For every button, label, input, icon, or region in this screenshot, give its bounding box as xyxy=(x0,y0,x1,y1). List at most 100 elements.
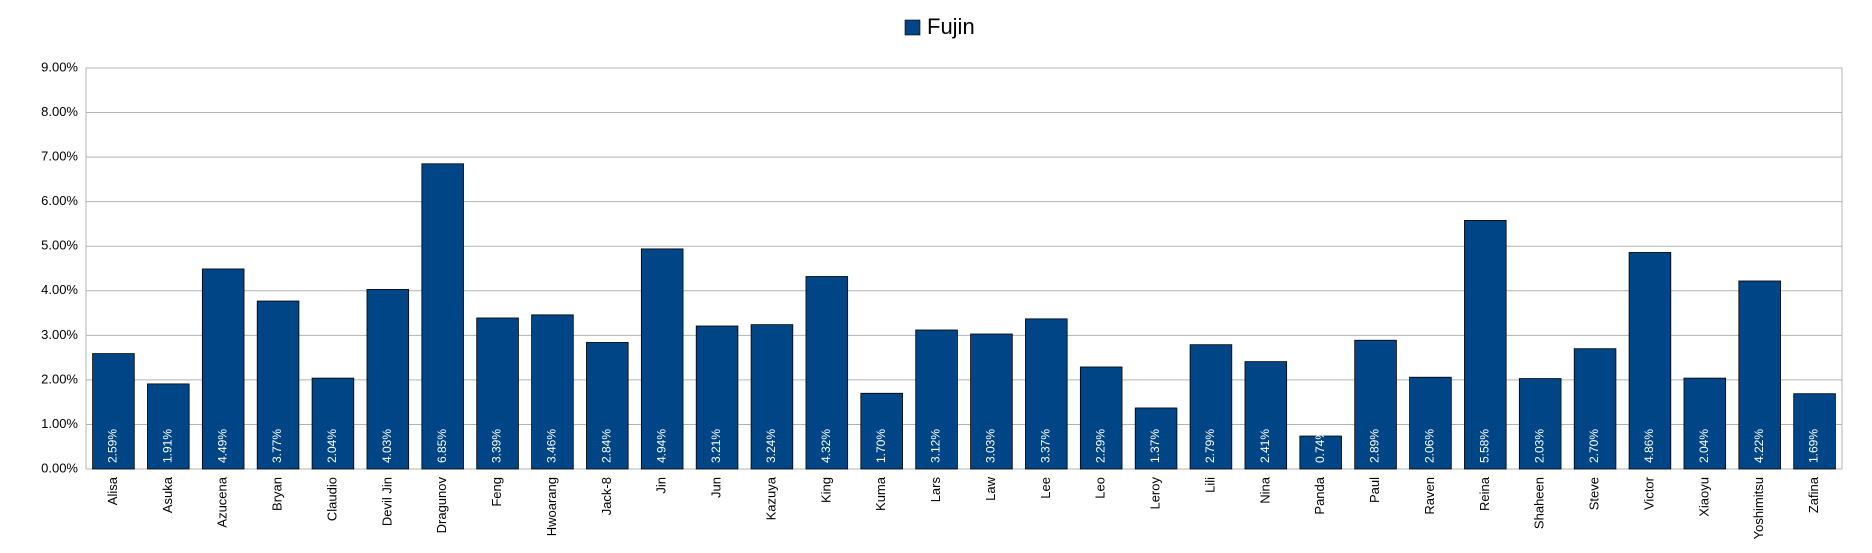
bar xyxy=(970,333,1013,470)
bar xyxy=(366,289,410,470)
bar xyxy=(750,324,794,470)
x-tick-label: Kazuya xyxy=(763,476,778,520)
data-label: 4.03% xyxy=(380,429,394,463)
data-label: 2.03% xyxy=(1532,429,1546,463)
data-label: 2.04% xyxy=(325,429,339,463)
data-label: 5.58% xyxy=(1477,429,1491,463)
x-tick-label: Devil Jin xyxy=(379,477,394,526)
bar xyxy=(476,317,519,470)
bar xyxy=(1299,435,1342,470)
data-label: 4.22% xyxy=(1752,429,1766,463)
x-tick-label: Raven xyxy=(1422,477,1437,515)
x-tick-label: Leo xyxy=(1093,477,1108,499)
x-tick-label: Kuma xyxy=(873,476,888,511)
data-label: 3.37% xyxy=(1038,429,1052,463)
bar xyxy=(147,383,190,470)
x-tick-label: Xiaoyu xyxy=(1696,477,1711,517)
x-tick-label: Reina xyxy=(1477,476,1492,511)
x-tick-label: Azucena xyxy=(215,476,230,527)
data-label: 2.70% xyxy=(1587,429,1601,463)
data-label: 0.74% xyxy=(1313,429,1327,463)
data-label: 1.91% xyxy=(160,429,174,463)
data-label: 2.29% xyxy=(1093,429,1107,463)
data-label: 4.32% xyxy=(819,429,833,463)
data-label: 3.03% xyxy=(984,429,998,463)
bar xyxy=(1134,407,1178,470)
y-tick-label: 5.00% xyxy=(41,238,78,253)
bar xyxy=(915,329,958,470)
x-tick-label: Nina xyxy=(1257,476,1272,504)
bar xyxy=(1793,393,1836,470)
bar xyxy=(1025,318,1068,470)
x-tick-label: Feng xyxy=(489,477,504,507)
data-label: 3.46% xyxy=(545,429,559,463)
bar xyxy=(421,163,464,470)
y-tick-label: 1.00% xyxy=(41,416,78,431)
x-tick-label: Lee xyxy=(1038,477,1053,499)
data-label: 4.49% xyxy=(215,429,229,463)
x-tick-label: Jack-8 xyxy=(599,477,614,515)
bar xyxy=(1464,219,1507,470)
data-label: 4.94% xyxy=(654,429,668,463)
x-tick-label: Jin xyxy=(654,477,669,494)
bar xyxy=(1738,280,1781,470)
bar xyxy=(860,392,903,470)
x-tick-label: Bryan xyxy=(270,477,285,511)
data-label: 3.39% xyxy=(490,429,504,463)
bar xyxy=(256,300,300,470)
x-tick-label: Asuka xyxy=(160,476,175,513)
y-tick-label: 2.00% xyxy=(41,371,78,386)
data-label: 1.69% xyxy=(1807,429,1821,463)
data-label: 1.70% xyxy=(874,429,888,463)
bar xyxy=(1573,348,1617,470)
bar xyxy=(1409,376,1452,470)
data-label: 3.77% xyxy=(270,429,284,463)
data-label: 6.85% xyxy=(435,429,449,463)
y-tick-label: 6.00% xyxy=(41,193,78,208)
x-tick-label: Dragunov xyxy=(434,477,449,534)
x-tick-label: Shaheen xyxy=(1532,477,1547,529)
x-tick-label: Hwoarang xyxy=(544,477,559,536)
x-tick-label: Lili xyxy=(1202,477,1217,493)
x-tick-label: Law xyxy=(983,476,998,500)
data-label: 3.21% xyxy=(709,429,723,463)
x-tick-label: Yoshimitsu xyxy=(1751,477,1766,539)
bar xyxy=(1628,252,1672,470)
legend-label: Fujin xyxy=(927,14,975,39)
bar xyxy=(1189,344,1233,470)
x-tick-label: Claudio xyxy=(324,477,339,521)
y-tick-label: 0.00% xyxy=(41,460,78,475)
bar xyxy=(92,353,135,470)
data-label: 1.37% xyxy=(1148,429,1162,463)
data-label: 2.06% xyxy=(1423,429,1437,463)
bar xyxy=(1354,339,1397,470)
bar xyxy=(640,248,684,470)
data-label: 2.89% xyxy=(1368,429,1382,463)
data-label: 3.12% xyxy=(929,429,943,463)
bar xyxy=(1079,366,1123,470)
x-tick-label: Victor xyxy=(1641,476,1656,510)
bar xyxy=(805,276,849,470)
y-tick-label: 9.00% xyxy=(41,59,78,74)
bar xyxy=(531,314,574,470)
x-tick-label: Leroy xyxy=(1148,477,1163,510)
x-tick-label: Alisa xyxy=(105,476,120,505)
y-tick-label: 3.00% xyxy=(41,327,78,342)
bar xyxy=(586,342,629,470)
y-tick-label: 8.00% xyxy=(41,104,78,119)
x-tick-label: Zafina xyxy=(1806,476,1821,513)
bar xyxy=(1518,378,1562,470)
x-tick-label: King xyxy=(818,477,833,503)
y-tick-label: 4.00% xyxy=(41,282,78,297)
bar xyxy=(1244,361,1288,470)
data-label: 2.41% xyxy=(1258,429,1272,463)
x-tick-label: Steve xyxy=(1587,477,1602,510)
x-tick-label: Paul xyxy=(1367,477,1382,503)
data-label: 2.04% xyxy=(1697,429,1711,463)
bar xyxy=(695,325,739,470)
x-tick-label: Lars xyxy=(928,477,943,503)
data-label: 2.59% xyxy=(106,429,120,463)
legend-swatch xyxy=(904,19,921,36)
data-label: 3.24% xyxy=(764,429,778,463)
